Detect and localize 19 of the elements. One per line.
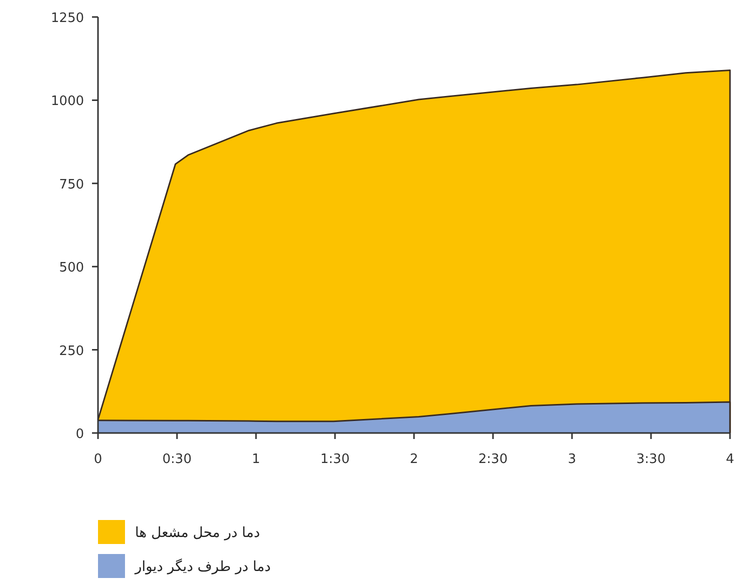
y-tick-label: 0 (76, 427, 84, 442)
x-tick-label: 1 (252, 452, 260, 467)
y-tick-label: 750 (59, 177, 84, 192)
legend-item: دما در محل مشعل ها (98, 520, 260, 544)
x-tick-label: 1:30 (320, 452, 350, 467)
x-tick-label: 2:30 (478, 452, 508, 467)
x-tick-label: 2 (410, 452, 418, 467)
y-tick-label: 1000 (50, 94, 84, 110)
x-tick-label: 3 (568, 452, 576, 467)
x-tick-label: 0 (94, 452, 102, 467)
legend-label: دما در طرف دیگر دیوار (134, 558, 271, 575)
x-tick-label: 3:30 (636, 452, 666, 467)
y-tick-label: 1250 (50, 11, 84, 26)
y-tick-label: 250 (59, 344, 84, 359)
x-tick-label: 0:30 (162, 452, 192, 467)
x-tick-label: 4 (726, 452, 734, 467)
legend-label: دما در محل مشعل ها (135, 525, 260, 541)
y-tick-label: 500 (59, 260, 84, 276)
legend-item: دما در طرف دیگر دیوار (98, 554, 271, 578)
